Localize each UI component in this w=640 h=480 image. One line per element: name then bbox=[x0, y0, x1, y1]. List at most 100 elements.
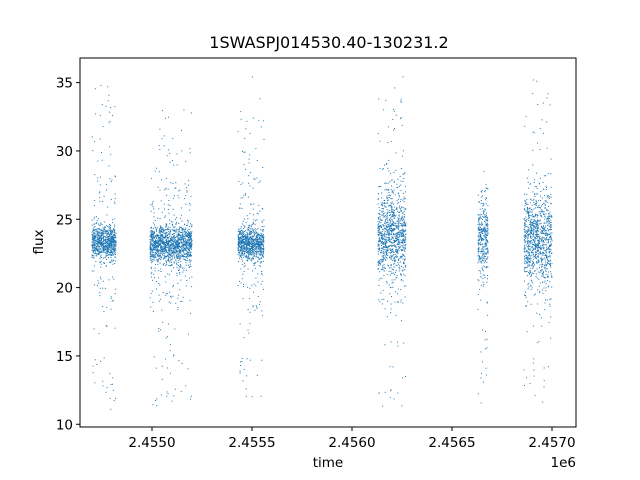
data-point bbox=[244, 255, 246, 257]
data-point bbox=[383, 216, 385, 218]
data-point bbox=[252, 187, 254, 189]
data-point bbox=[392, 214, 394, 216]
data-point bbox=[105, 265, 107, 267]
data-point bbox=[384, 164, 386, 166]
data-point bbox=[180, 239, 182, 241]
data-point bbox=[249, 359, 251, 361]
data-point bbox=[110, 243, 112, 245]
data-point bbox=[170, 249, 172, 251]
data-point bbox=[153, 233, 155, 235]
data-point bbox=[101, 245, 103, 247]
data-point bbox=[392, 211, 394, 213]
data-point bbox=[400, 231, 402, 233]
data-point bbox=[402, 270, 404, 272]
data-point bbox=[175, 260, 177, 262]
data-point bbox=[101, 244, 103, 246]
data-point bbox=[91, 255, 93, 257]
data-point bbox=[403, 225, 405, 227]
data-point bbox=[258, 248, 260, 250]
data-point bbox=[157, 235, 159, 237]
data-point bbox=[252, 238, 254, 240]
data-point bbox=[391, 237, 393, 239]
data-point bbox=[107, 86, 109, 88]
data-point bbox=[549, 216, 551, 218]
data-point bbox=[253, 252, 255, 254]
data-point bbox=[186, 252, 188, 254]
data-point bbox=[526, 275, 528, 277]
data-point bbox=[114, 397, 116, 399]
data-point bbox=[170, 240, 172, 242]
data-point bbox=[159, 231, 161, 233]
data-point bbox=[185, 203, 187, 205]
data-point bbox=[247, 258, 249, 259]
data-point bbox=[397, 262, 399, 264]
data-point bbox=[525, 226, 527, 228]
data-point bbox=[176, 252, 178, 254]
data-point bbox=[403, 224, 405, 226]
data-point bbox=[396, 187, 398, 189]
data-point bbox=[173, 252, 175, 253]
data-point bbox=[391, 282, 393, 284]
data-point bbox=[184, 183, 186, 185]
data-point bbox=[387, 202, 389, 204]
data-point bbox=[258, 240, 260, 242]
data-point bbox=[159, 217, 161, 219]
data-point bbox=[401, 241, 403, 243]
data-point bbox=[240, 227, 242, 229]
data-point bbox=[384, 215, 386, 216]
data-point bbox=[386, 213, 388, 215]
data-point bbox=[481, 195, 483, 197]
data-point bbox=[253, 235, 255, 237]
data-point bbox=[154, 248, 156, 250]
data-point bbox=[383, 270, 385, 272]
data-point bbox=[393, 240, 395, 242]
data-point bbox=[388, 245, 390, 247]
data-point bbox=[400, 225, 402, 227]
data-point bbox=[114, 252, 116, 254]
data-point bbox=[477, 293, 479, 295]
data-point bbox=[112, 245, 114, 247]
data-point bbox=[524, 231, 526, 233]
data-point bbox=[393, 212, 395, 214]
data-point bbox=[260, 240, 262, 242]
data-point bbox=[241, 229, 243, 231]
data-point bbox=[95, 255, 97, 257]
data-point bbox=[95, 113, 97, 115]
data-point bbox=[151, 230, 153, 232]
data-point bbox=[480, 191, 482, 193]
data-point bbox=[391, 234, 393, 236]
data-point bbox=[263, 229, 265, 231]
data-point bbox=[168, 260, 170, 262]
data-point bbox=[239, 254, 241, 256]
data-point bbox=[258, 251, 260, 253]
data-point bbox=[393, 109, 395, 111]
data-point bbox=[240, 238, 242, 240]
data-point bbox=[165, 257, 167, 259]
data-point bbox=[260, 248, 262, 250]
data-point bbox=[262, 235, 264, 237]
data-point bbox=[174, 241, 176, 243]
data-point bbox=[108, 226, 110, 228]
data-point bbox=[487, 314, 489, 316]
data-point bbox=[244, 234, 246, 236]
data-point bbox=[110, 153, 112, 155]
data-point bbox=[252, 248, 254, 250]
data-point bbox=[398, 248, 400, 250]
data-point bbox=[387, 254, 389, 256]
data-point bbox=[184, 230, 186, 232]
data-point bbox=[377, 262, 379, 264]
data-point bbox=[177, 194, 179, 196]
data-point bbox=[181, 255, 183, 257]
data-point bbox=[400, 234, 402, 236]
data-point bbox=[184, 231, 186, 233]
data-point bbox=[244, 137, 246, 139]
data-point bbox=[162, 239, 164, 241]
data-point bbox=[242, 298, 244, 300]
data-point bbox=[384, 242, 386, 244]
data-point bbox=[171, 240, 173, 242]
data-point bbox=[92, 238, 94, 240]
data-point bbox=[187, 241, 189, 243]
data-point bbox=[251, 249, 253, 251]
data-point bbox=[249, 298, 251, 300]
data-point bbox=[378, 228, 380, 230]
